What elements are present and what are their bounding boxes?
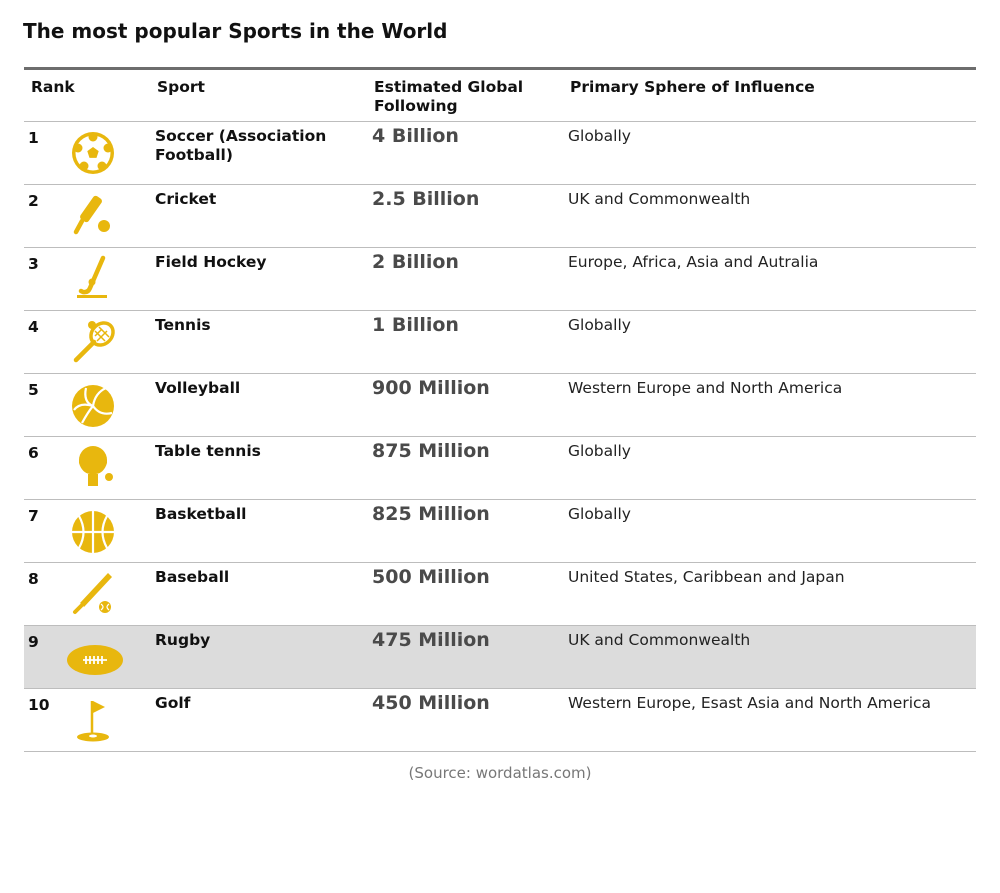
sphere-cell: Western Europe, Esast Asia and North Ame… [568, 694, 932, 712]
following-cell: 900 Million [372, 377, 490, 399]
table-row: 10 Golf 450 Million Western Europe, Esas… [24, 689, 976, 752]
sphere-cell: Globally [568, 127, 631, 145]
cricket-bat-ball-icon [68, 191, 118, 241]
rank-cell: 4 [28, 318, 39, 336]
source-note: (Source: wordatlas.com) [408, 764, 592, 782]
following-cell: 500 Million [372, 566, 490, 588]
table-row: 2 Cricket 2.5 Billion UK and Commonwealt… [24, 185, 976, 248]
table-row: 8 Baseball 500 Million United States, Ca… [24, 563, 976, 626]
sphere-cell: Globally [568, 316, 631, 334]
sport-cell: Basketball [155, 505, 247, 523]
following-cell: 4 Billion [372, 125, 459, 147]
sports-table: Rank Sport Estimated Global Following Pr… [24, 67, 976, 752]
table-row: 6 Table tennis 875 Million Globally [24, 437, 976, 500]
rank-cell: 10 [28, 696, 50, 714]
following-cell: 2 Billion [372, 251, 459, 273]
table-top-rule [24, 67, 976, 70]
following-cell: 2.5 Billion [372, 188, 480, 210]
volleyball-icon [68, 380, 118, 430]
following-cell: 875 Million [372, 440, 490, 462]
table-row: 9 Rugby 475 Million UK and Commonwealth [24, 626, 976, 689]
sphere-cell: Globally [568, 442, 631, 460]
header-sphere: Primary Sphere of Influence [570, 78, 815, 96]
table-row: 3 Field Hockey 2 Billion Europe, Africa,… [24, 248, 976, 311]
header-rank: Rank [31, 78, 75, 96]
sport-cell: Baseball [155, 568, 230, 586]
header-following: Estimated Global Following [374, 78, 524, 115]
rank-cell: 5 [28, 381, 39, 399]
table-row: 1 Soccer (Association Football) 4 Billio… [24, 122, 976, 185]
rank-cell: 2 [28, 192, 39, 210]
rank-cell: 3 [28, 255, 39, 273]
sport-cell: Volleyball [155, 379, 241, 397]
table-row: 7 Basketball 825 Million Globally [24, 500, 976, 563]
table-header-row: Rank Sport Estimated Global Following Pr… [24, 70, 976, 122]
table-tennis-paddle-icon [68, 443, 118, 493]
sphere-cell: Western Europe and North America [568, 379, 843, 397]
sphere-cell: United States, Caribbean and Japan [568, 568, 845, 586]
sport-cell: Tennis [155, 316, 211, 334]
baseball-bat-icon [68, 569, 118, 619]
rank-cell: 9 [28, 633, 39, 651]
table-row: 5 Volleyball 900 Million Western Europe … [24, 374, 976, 437]
sport-cell: Soccer (Association Football) [155, 127, 327, 164]
sphere-cell: Globally [568, 505, 631, 523]
rank-cell: 6 [28, 444, 39, 462]
sphere-cell: UK and Commonwealth [568, 190, 751, 208]
sport-cell: Cricket [155, 190, 217, 208]
basketball-icon [68, 506, 118, 556]
following-cell: 475 Million [372, 629, 490, 651]
following-cell: 450 Million [372, 692, 490, 714]
sport-cell: Table tennis [155, 442, 261, 460]
page-title: The most popular Sports in the World [23, 19, 448, 43]
sport-cell: Golf [155, 694, 191, 712]
header-sport: Sport [157, 78, 205, 96]
hockey-stick-icon [68, 254, 118, 304]
tennis-racket-icon [68, 317, 118, 367]
sport-cell: Rugby [155, 631, 211, 649]
sphere-cell: UK and Commonwealth [568, 631, 751, 649]
soccer-ball-icon [68, 128, 118, 178]
table-row: 4 Tennis 1 Billion Globally [24, 311, 976, 374]
rank-cell: 1 [28, 129, 39, 147]
golf-flag-icon [68, 695, 118, 745]
following-cell: 825 Million [372, 503, 490, 525]
following-cell: 1 Billion [372, 314, 459, 336]
rank-cell: 7 [28, 507, 39, 525]
sport-cell: Field Hockey [155, 253, 267, 271]
rugby-ball-icon [66, 632, 124, 682]
rank-cell: 8 [28, 570, 39, 588]
sphere-cell: Europe, Africa, Asia and Autralia [568, 253, 819, 271]
